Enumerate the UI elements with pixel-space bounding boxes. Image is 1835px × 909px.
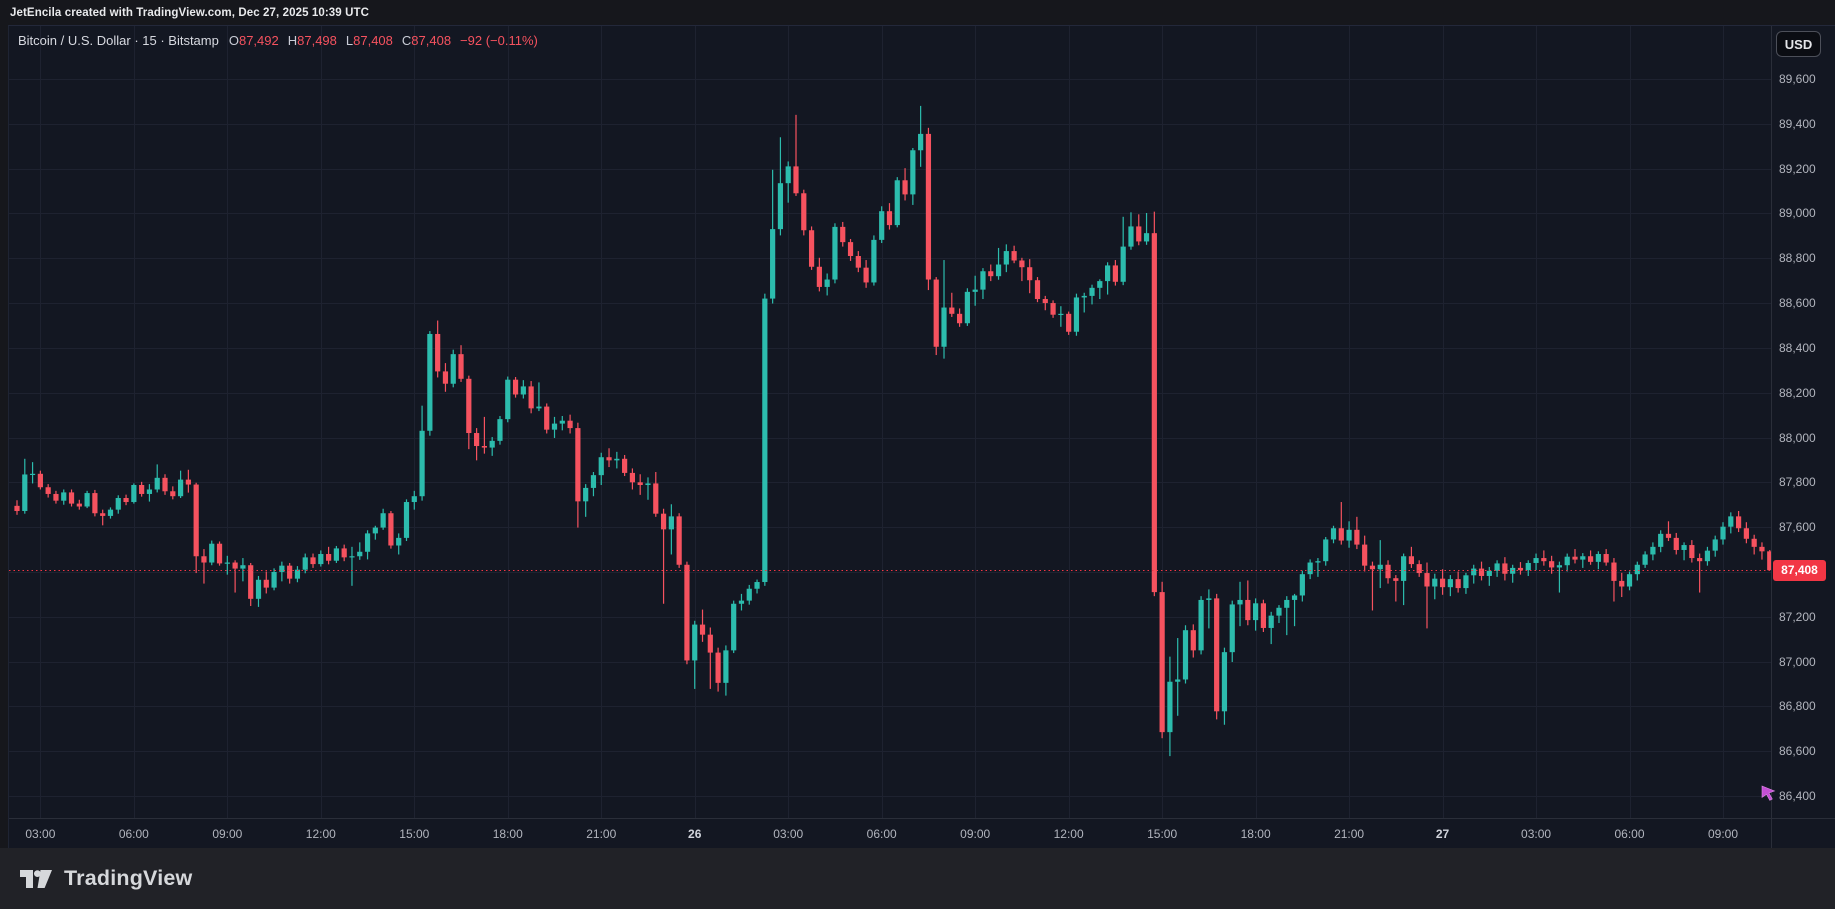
price-axis-label: 89,400 bbox=[1779, 116, 1816, 131]
time-axis[interactable]: 03:00 06:00 09:00 12:00 15:00 18:00 21:00 26 03:… bbox=[9, 818, 1771, 848]
time-axis-label: 15:00 bbox=[1147, 827, 1178, 841]
time-axis-label: 06:00 bbox=[1614, 827, 1645, 841]
ohlc-open: O87,492 bbox=[228, 33, 279, 48]
price-axis-label: 88,800 bbox=[1779, 251, 1816, 266]
tradingview-logo-icon bbox=[20, 869, 52, 888]
time-axis-label: 26 bbox=[688, 827, 702, 841]
footer: TradingView bbox=[0, 848, 1835, 909]
price-axis-label: 88,400 bbox=[1779, 340, 1816, 355]
price-axis-label: 87,200 bbox=[1779, 609, 1816, 624]
symbol-legend: Bitcoin / U.S. Dollar · 15 · Bitstamp O8… bbox=[18, 33, 538, 48]
time-axis-label: 18:00 bbox=[1240, 827, 1271, 841]
time-axis-label: 12:00 bbox=[305, 827, 336, 841]
time-axis-label: 12:00 bbox=[1053, 827, 1084, 841]
price-axis-label: 86,400 bbox=[1779, 789, 1816, 803]
time-axis-label: 09:00 bbox=[1707, 827, 1739, 841]
candlestick-plot[interactable] bbox=[9, 26, 1771, 818]
price-axis-label: 86,600 bbox=[1779, 744, 1816, 759]
time-axis-label: 06:00 bbox=[866, 827, 897, 841]
price-axis-label: 89,600 bbox=[1779, 72, 1816, 86]
price-axis-label: 88,200 bbox=[1779, 385, 1816, 400]
chart-container: Bitcoin / U.S. Dollar · 15 · Bitstamp O8… bbox=[8, 25, 1835, 848]
price-axis-label: 87,000 bbox=[1779, 654, 1816, 669]
tradingview-logo-text: TradingView bbox=[64, 866, 193, 890]
ohlc-readout: O87,492 H87,498 L87,408 C87,408 −92 (−0.… bbox=[229, 33, 538, 48]
price-axis-label: 87,600 bbox=[1779, 520, 1816, 535]
price-axis-label: 89,200 bbox=[1779, 161, 1816, 176]
drawing-cursor-icon bbox=[1760, 784, 1778, 802]
last-price-tag: 87,408 bbox=[1773, 559, 1826, 581]
symbol-title[interactable]: Bitcoin / U.S. Dollar · 15 · Bitstamp bbox=[18, 33, 219, 48]
price-change: −92 (−0.11%) bbox=[460, 33, 538, 48]
time-axis-label: 03:00 bbox=[1521, 827, 1552, 841]
time-axis-label: 18:00 bbox=[492, 827, 523, 841]
price-axis-label: 88,000 bbox=[1779, 430, 1816, 445]
time-axis-label: 21:00 bbox=[1334, 827, 1365, 841]
price-axis[interactable]: USD 87,408 86,400 86,600 86,800 87,000 87,20… bbox=[1771, 26, 1835, 818]
price-axis-label: 88,600 bbox=[1779, 296, 1816, 311]
ohlc-close: C87,408 bbox=[401, 33, 452, 48]
ohlc-high: H87,498 bbox=[287, 33, 337, 48]
time-axis-label: 27 bbox=[1435, 827, 1450, 841]
tradingview-logo[interactable]: TradingView bbox=[18, 865, 192, 893]
attribution-bar: JetEncila created with TradingView.com, … bbox=[0, 0, 1835, 25]
time-axis-label: 06:00 bbox=[118, 827, 149, 841]
time-axis-label: 09:00 bbox=[960, 827, 991, 841]
price-axis-label: 89,000 bbox=[1779, 206, 1816, 221]
price-axis-label: 86,800 bbox=[1779, 699, 1816, 714]
time-axis-label: 03:00 bbox=[25, 827, 56, 841]
price-axis-label: 87,800 bbox=[1779, 475, 1816, 490]
axis-corner bbox=[1771, 818, 1835, 848]
time-axis-label: 21:00 bbox=[586, 827, 617, 841]
ohlc-low: L87,408 bbox=[345, 33, 393, 48]
attribution-text: JetEncila created with TradingView.com, … bbox=[10, 7, 370, 19]
time-axis-label: 15:00 bbox=[399, 827, 430, 841]
currency-toggle-button[interactable]: USD bbox=[1776, 31, 1821, 57]
time-axis-label: 09:00 bbox=[212, 827, 243, 841]
time-axis-label: 03:00 bbox=[773, 827, 804, 841]
